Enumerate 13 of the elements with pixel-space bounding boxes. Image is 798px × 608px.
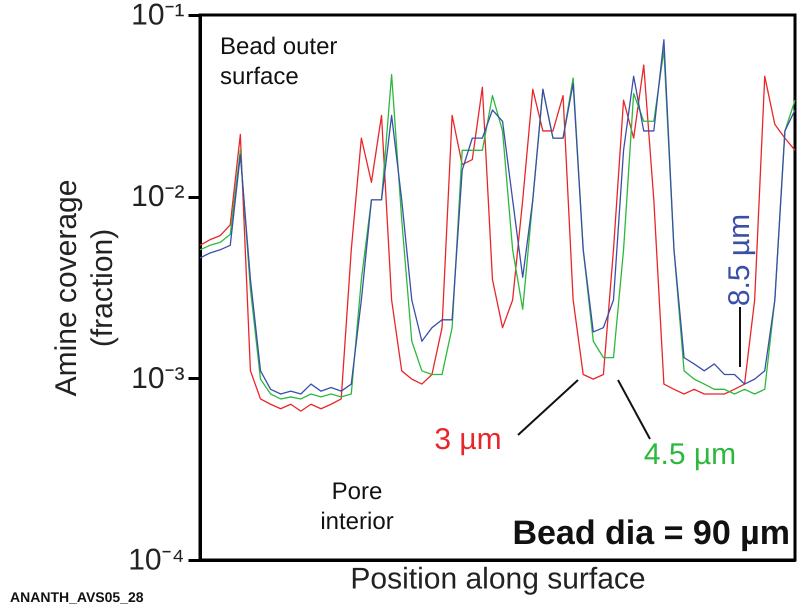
annotation: Bead dia = 90 µm: [512, 514, 790, 552]
y-tick-label: 10⁻³: [131, 362, 185, 395]
y-tick-label: 10⁻¹: [131, 0, 185, 32]
text: ANANTH_AVS05_28: [10, 589, 144, 605]
y-tick-label: 10⁻²: [131, 180, 185, 214]
y-tick-label: 10⁻⁴: [128, 544, 184, 576]
annotation: Pore interior: [320, 478, 394, 535]
x-axis-title: Position along surface: [350, 562, 646, 596]
series-label: 4.5 µm: [644, 438, 736, 471]
text: 8.5 µm: [723, 214, 756, 306]
annotation: Bead outer surface: [220, 33, 338, 90]
y-axis-title: Amine coverage (fraction): [50, 180, 120, 396]
series-label: 3 µm: [434, 423, 502, 456]
